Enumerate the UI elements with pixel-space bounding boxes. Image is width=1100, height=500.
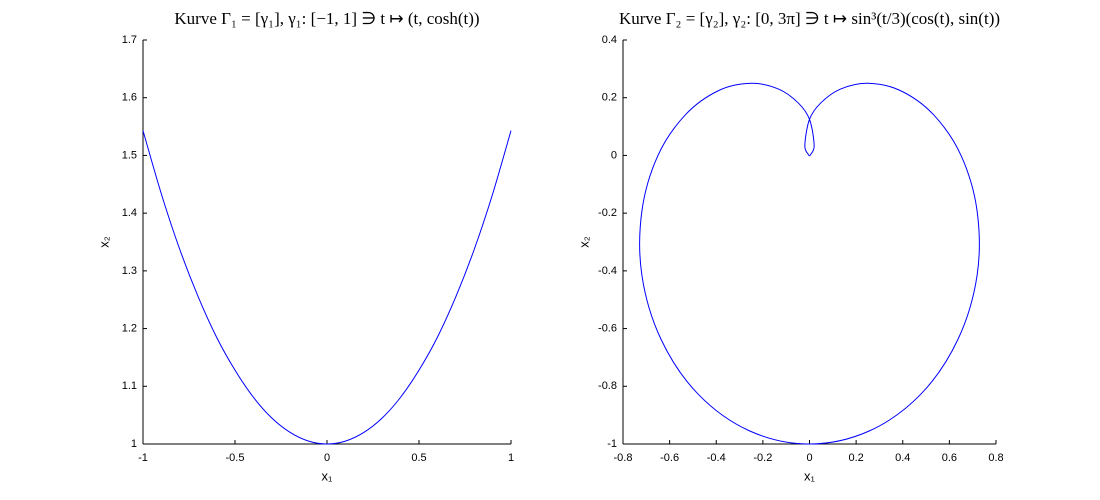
- y-tick-label: 1.4: [122, 207, 137, 219]
- y-tick-label: -1: [607, 438, 617, 450]
- y-tick-label: 0.2: [602, 92, 617, 104]
- x-tick-label: 1: [508, 452, 514, 464]
- x-tick-label: -0.2: [753, 452, 772, 464]
- x-axis-label: x₁: [804, 468, 816, 483]
- chart-title: Kurve Γ₁ = [γ₁], γ₁: [−1, 1] ∋ t ↦ (t, c…: [174, 9, 479, 28]
- y-tick-label: 1: [131, 438, 137, 450]
- x-tick-label: -0.8: [614, 452, 633, 464]
- y-tick-label: -0.4: [598, 265, 617, 277]
- y-tick-label: -0.8: [598, 380, 617, 392]
- y-tick-label: 1.3: [122, 265, 137, 277]
- y-tick-label: -0.2: [598, 207, 617, 219]
- y-tick-label: 1.7: [122, 34, 137, 46]
- y-tick-label: 1.1: [122, 380, 137, 392]
- data-line: [142, 130, 512, 445]
- x-axis-label: x₁: [322, 468, 334, 483]
- x-tick-label: 0: [806, 452, 812, 464]
- y-axis-label: x₂: [576, 236, 591, 248]
- y-tick-label: 1.5: [122, 149, 137, 161]
- x-tick-label: 0: [324, 452, 330, 464]
- y-tick-label: 1.2: [122, 322, 137, 334]
- y-tick-label: 0: [611, 149, 617, 161]
- x-tick-label: 0.8: [988, 452, 1003, 464]
- y-tick-label: -0.6: [598, 322, 617, 334]
- x-tick-label: -0.4: [707, 452, 726, 464]
- x-tick-label: 0.4: [895, 452, 910, 464]
- x-tick-label: -1: [138, 452, 148, 464]
- y-axis-label: x₂: [96, 236, 111, 248]
- y-tick-label: 1.6: [122, 92, 137, 104]
- y-tick-label: 0.4: [602, 34, 617, 46]
- x-tick-label: 0.2: [848, 452, 863, 464]
- data-line: [639, 82, 980, 445]
- chart-title: Kurve Γ₂ = [γ₂], γ₂: [0, 3π] ∋ t ↦ sin³(…: [619, 9, 1000, 28]
- x-tick-label: 0.5: [411, 452, 426, 464]
- x-tick-label: -0.6: [660, 452, 679, 464]
- x-tick-label: -0.5: [226, 452, 245, 464]
- x-tick-label: 0.6: [942, 452, 957, 464]
